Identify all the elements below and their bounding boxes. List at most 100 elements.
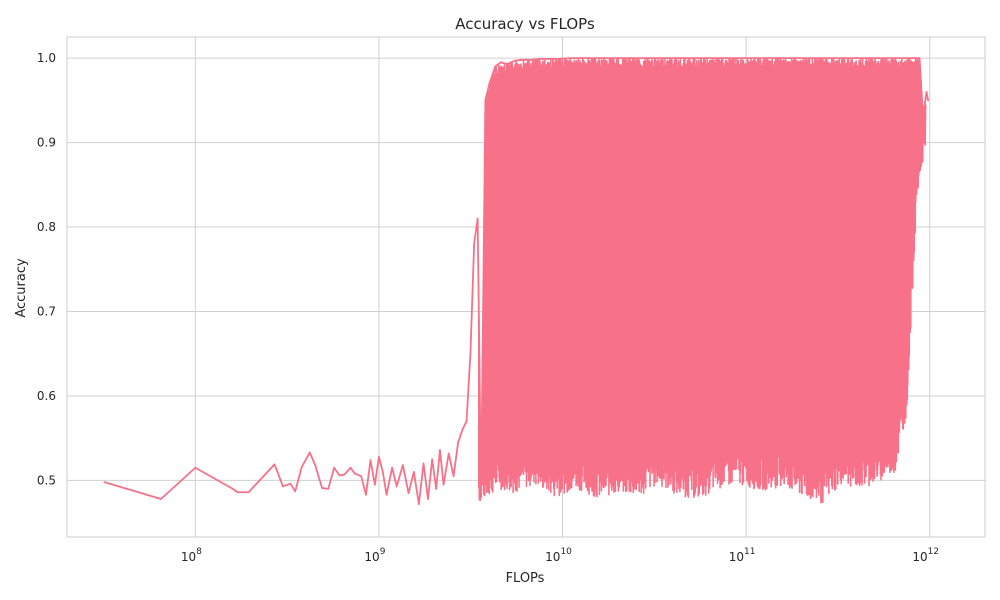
data-point [338, 474, 341, 477]
data-point [808, 57, 810, 60]
data-point [447, 452, 450, 455]
data-point [300, 466, 303, 468]
data-point [412, 471, 415, 473]
data-point [465, 420, 468, 423]
data-point [314, 464, 317, 467]
data-point [876, 57, 879, 60]
data-point [231, 487, 234, 490]
chart-title: Accuracy vs FLOPs [455, 15, 595, 33]
x-tick-base: 10 [181, 550, 196, 564]
data-point [480, 496, 482, 499]
data-point [922, 116, 924, 119]
data-point [557, 58, 560, 60]
data-point [373, 483, 376, 486]
data-point [697, 57, 700, 60]
data-point [745, 57, 748, 60]
data-point [476, 217, 479, 220]
x-tick-exponent: 10 [560, 547, 572, 557]
data-point [499, 61, 502, 64]
data-point [391, 466, 394, 469]
x-tick-label: 1011 [729, 547, 756, 564]
data-point [735, 57, 737, 60]
data-point [894, 57, 897, 60]
data-point [569, 57, 572, 60]
data-point [837, 57, 840, 60]
x-tick-label: 1012 [912, 547, 939, 564]
x-tick-label: 108 [181, 547, 202, 564]
data-point [442, 483, 445, 486]
data-point [918, 57, 921, 60]
x-tick-exponent: 9 [380, 547, 386, 557]
data-point [857, 57, 860, 60]
x-tick-base: 10 [545, 550, 560, 564]
x-tick-base: 10 [364, 550, 379, 564]
data-point [818, 57, 821, 60]
data-point [282, 485, 284, 488]
data-point [686, 57, 689, 60]
data-point [333, 466, 336, 469]
data-point [381, 471, 384, 473]
x-tick-base: 10 [729, 550, 744, 564]
data-point [798, 57, 801, 60]
data-point [725, 57, 728, 60]
data-point [913, 57, 916, 60]
data-point [866, 57, 869, 60]
x-axis-label: FLOPs [506, 571, 545, 586]
data-point [354, 472, 356, 475]
data-point [520, 58, 523, 61]
data-point [401, 464, 404, 467]
y-tick-label: 0.5 [37, 473, 56, 487]
data-point [599, 57, 601, 60]
data-point [637, 57, 640, 60]
data-point [365, 493, 367, 496]
data-point [349, 466, 352, 469]
data-point [847, 57, 850, 60]
y-tick-label: 0.6 [37, 389, 56, 403]
data-point [273, 463, 276, 466]
x-tick-exponent: 8 [196, 547, 202, 557]
data-point [194, 466, 197, 469]
data-point [494, 65, 497, 68]
data-point [327, 487, 330, 490]
data-point [369, 459, 372, 462]
data-point [766, 57, 768, 60]
data-point [422, 462, 425, 465]
data-point [484, 99, 487, 102]
data-point [513, 59, 516, 62]
data-point [461, 428, 464, 431]
data-point [927, 99, 930, 102]
y-tick-label: 1.0 [37, 51, 56, 65]
data-point [506, 63, 509, 65]
data-point [756, 57, 759, 60]
data-point [608, 57, 611, 60]
x-tick-exponent: 11 [744, 547, 755, 557]
data-point [925, 91, 928, 93]
data-point [236, 491, 239, 494]
data-point [909, 57, 911, 60]
data-point [827, 57, 830, 60]
data-point [659, 57, 662, 60]
data-point [668, 57, 670, 60]
data-point [677, 57, 680, 60]
y-tick-label: 0.7 [37, 304, 56, 318]
x-tick-label: 1010 [545, 547, 572, 564]
data-point [407, 492, 410, 494]
data-point [452, 475, 455, 478]
plot-area [103, 57, 930, 505]
data-point [473, 243, 476, 245]
y-axis-label: Accuracy [14, 258, 29, 318]
data-point [716, 57, 719, 60]
x-tick-exponent: 12 [928, 547, 939, 557]
data-point [294, 490, 297, 493]
data-point [548, 58, 551, 60]
data-point [378, 455, 380, 458]
data-point [103, 481, 106, 483]
data-point [488, 82, 491, 85]
data-point [588, 57, 591, 60]
data-point [395, 485, 398, 488]
data-point [469, 352, 472, 355]
data-point [427, 498, 429, 500]
